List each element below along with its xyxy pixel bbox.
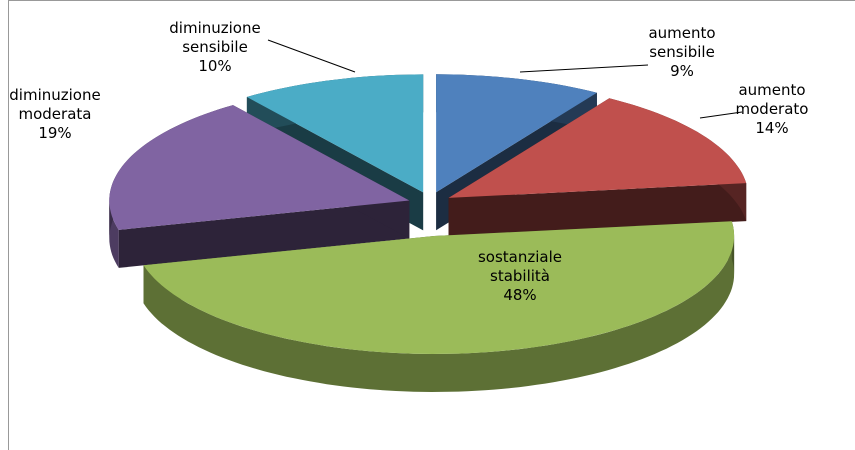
category-label: aumento moderato [736, 81, 809, 118]
slice-wall [143, 236, 735, 392]
slice-side [118, 200, 410, 268]
leader-line [519, 64, 649, 73]
slice-side [448, 183, 747, 236]
category-label: diminuzione moderata [9, 86, 100, 123]
value-label: 10% [198, 57, 231, 75]
slice [246, 74, 424, 193]
category-label: aumento sensibile [648, 24, 715, 61]
category-label: diminuzione sensibile [169, 19, 260, 56]
category-label: sostanziale stabilità [478, 248, 562, 285]
slice [109, 105, 410, 230]
slice [448, 98, 747, 198]
pie [109, 74, 747, 392]
value-label: 48% [503, 286, 536, 304]
slice [436, 74, 597, 193]
value-label: 9% [670, 62, 694, 80]
slice [143, 221, 735, 354]
leader-line [267, 39, 356, 73]
leader-line [699, 111, 743, 119]
value-label: 19% [38, 124, 71, 142]
value-label: 14% [755, 119, 788, 137]
